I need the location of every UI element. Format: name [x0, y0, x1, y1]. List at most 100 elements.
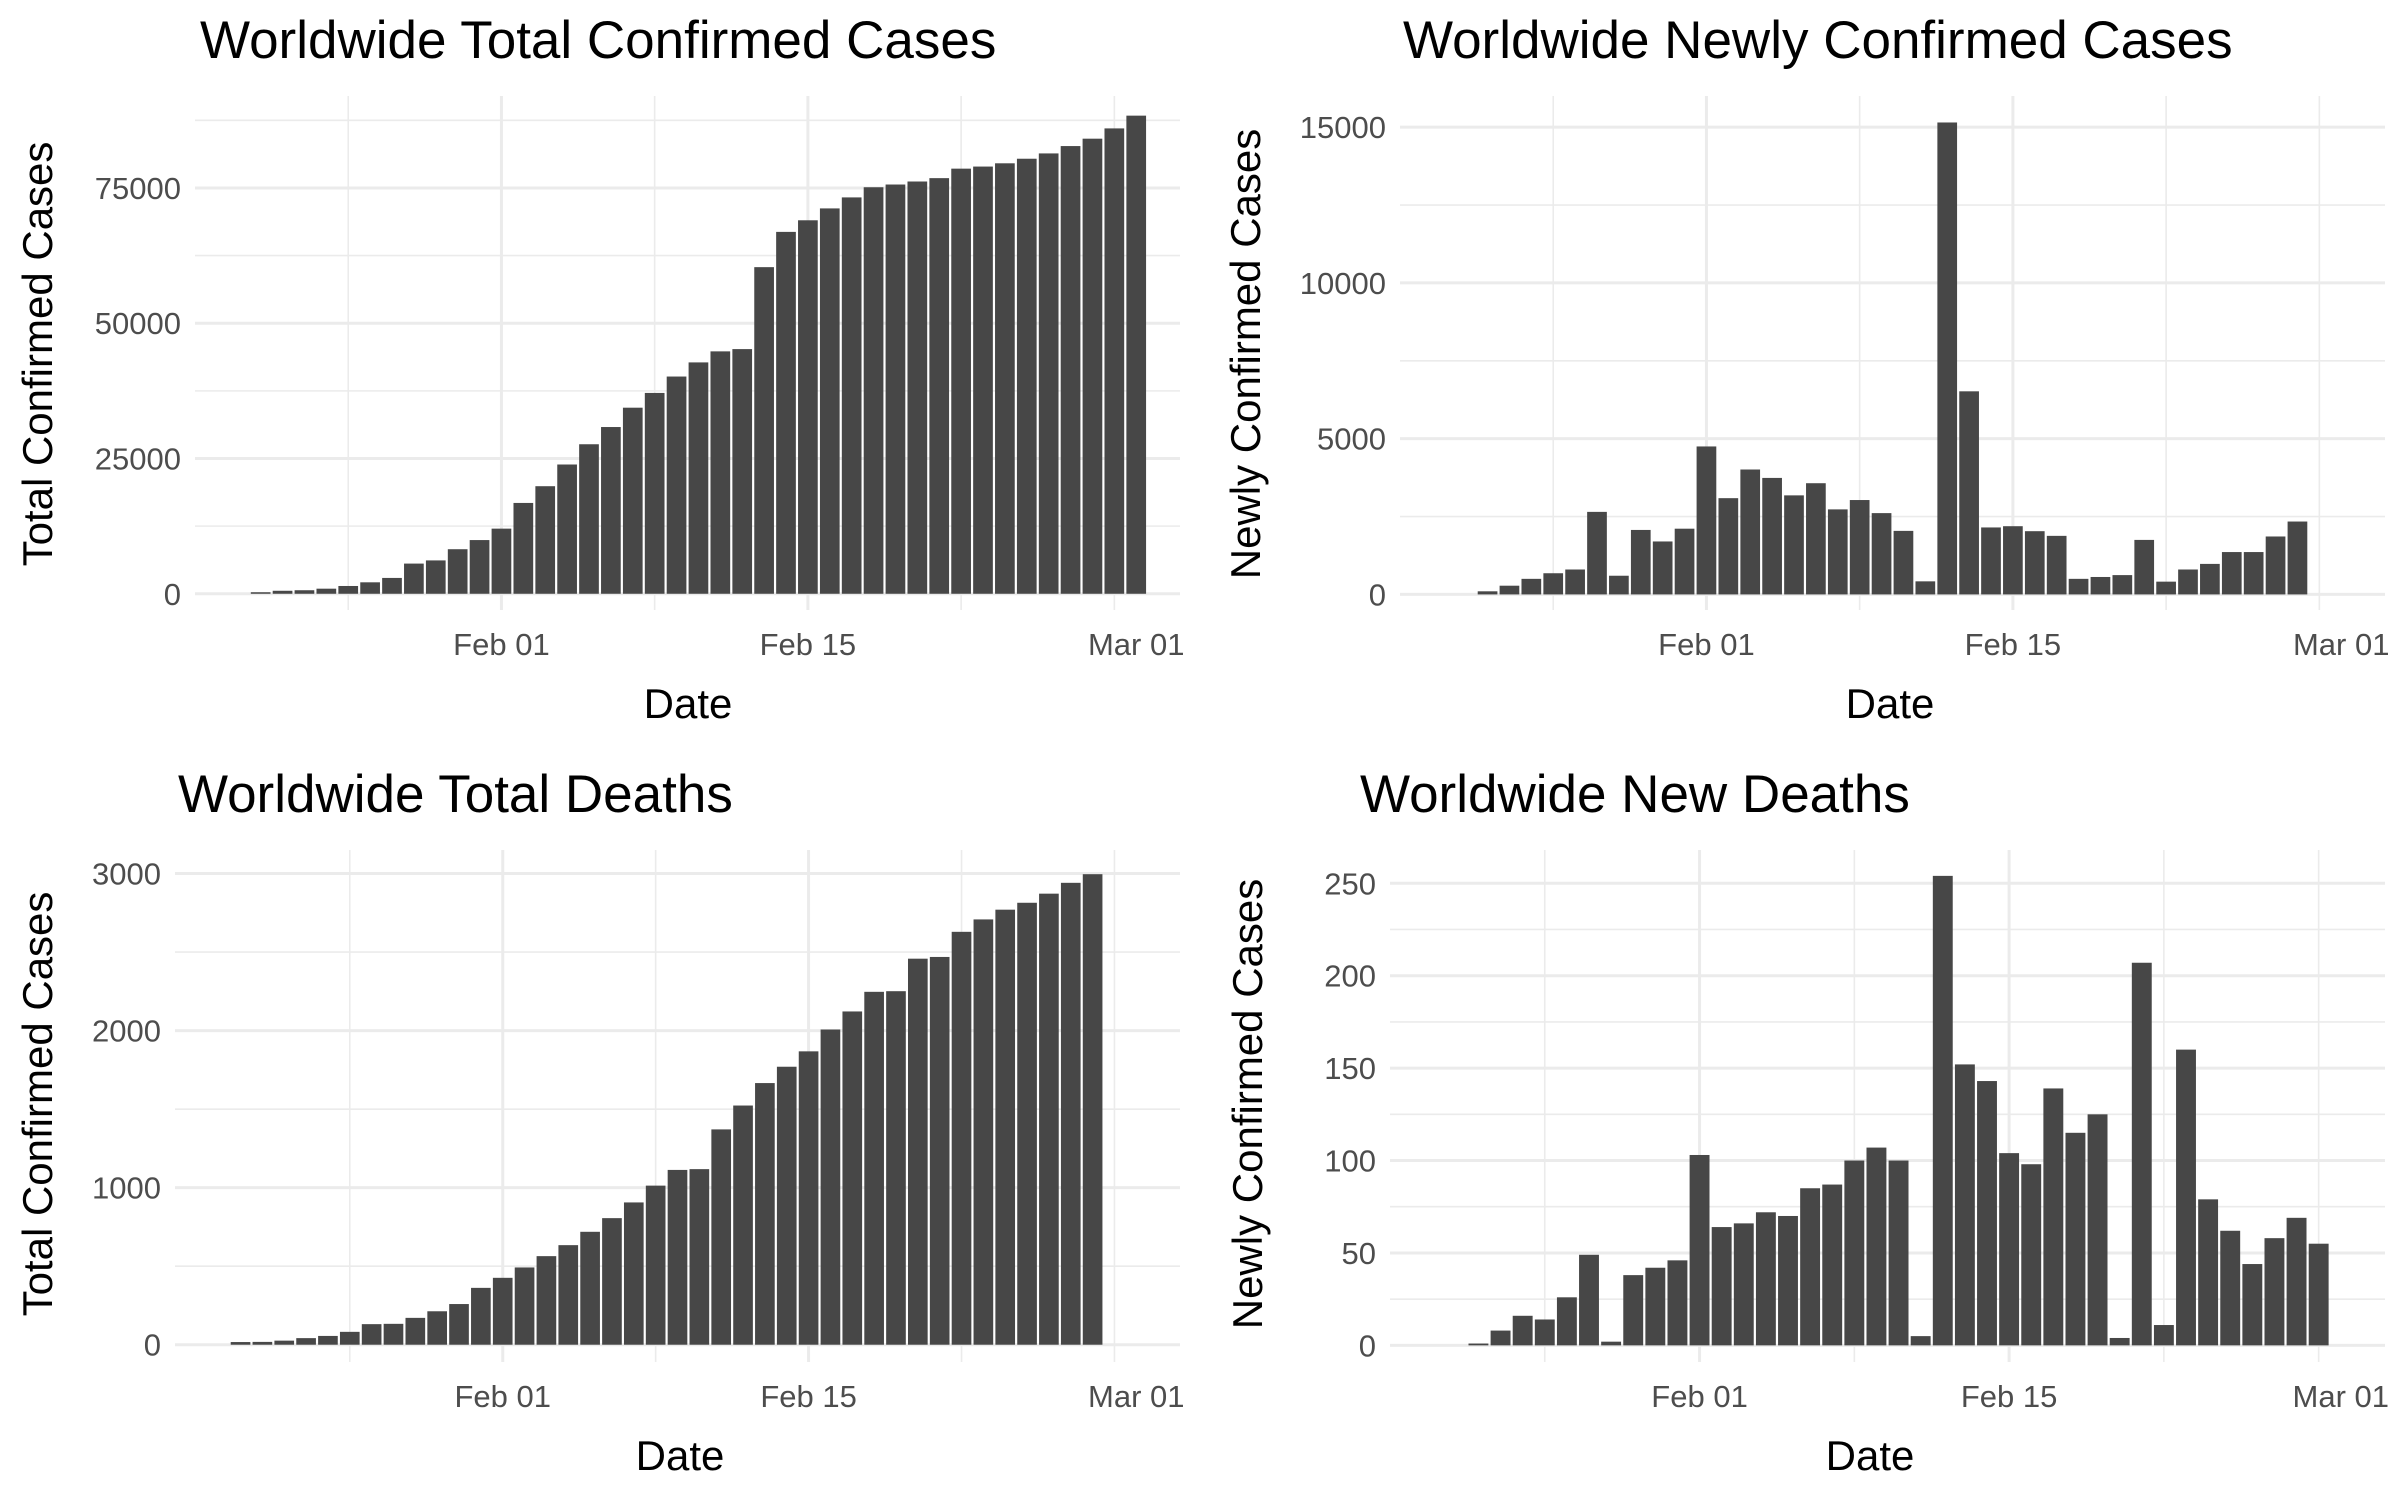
gridlines	[1390, 850, 2385, 1362]
bar	[1910, 1336, 1931, 1346]
bar	[1696, 446, 1717, 595]
x-axis-title: Date	[1846, 680, 1935, 727]
bar	[513, 502, 534, 594]
y-axis-title: Newly Confirmed Cases	[1222, 129, 1269, 579]
y-tick-label: 0	[144, 1328, 161, 1363]
bar	[1844, 1160, 1865, 1346]
y-tick-labels: 0 1000 2000 3000	[92, 857, 161, 1363]
y-tick-label: 75000	[95, 171, 181, 206]
bar	[1534, 1319, 1555, 1346]
chart-title: Worldwide Newly Confirmed Cases	[1403, 11, 2233, 70]
y-tick-labels: 0 25000 50000 75000	[95, 171, 181, 612]
bar	[1060, 882, 1081, 1345]
bar	[973, 166, 993, 594]
bar	[2153, 1325, 2174, 1346]
chart-title: Worldwide New Deaths	[1360, 765, 1910, 824]
bar-series	[250, 115, 1147, 594]
y-tick-label: 50000	[95, 306, 181, 341]
bar	[557, 464, 577, 594]
x-axis-title: Date	[636, 1432, 725, 1479]
y-tick-label: 50	[1342, 1236, 1376, 1271]
y-tick-label: 100	[1324, 1144, 1376, 1179]
bar	[1954, 1064, 1975, 1346]
bar	[252, 1341, 273, 1345]
bar	[425, 560, 446, 594]
bar	[667, 1169, 688, 1345]
bar	[755, 1083, 775, 1345]
x-tick-label: Mar 01	[1088, 1379, 1184, 1414]
bar	[404, 563, 424, 594]
y-tick-labels: 0 50 100 150 200 250	[1324, 866, 1376, 1363]
bar	[1806, 483, 1826, 595]
panel-total-deaths: Worldwide Total Deaths 0 1000 2000 3000 Feb…	[14, 765, 1185, 1479]
bar	[754, 267, 774, 594]
x-tick-labels: Feb 01 Feb 15 Mar 01	[453, 627, 1184, 662]
bar	[1871, 513, 1892, 595]
bar	[1623, 1275, 1644, 1346]
bar	[2308, 1243, 2329, 1346]
bar	[1822, 1184, 1843, 1346]
bar	[666, 376, 687, 594]
bar	[339, 1331, 360, 1345]
y-tick-label: 2000	[92, 1014, 161, 1049]
bar	[250, 592, 271, 594]
bar	[274, 1340, 295, 1345]
x-tick-label: Feb 15	[760, 1379, 857, 1414]
bar	[1800, 1188, 1821, 1346]
bar	[2065, 1132, 2086, 1346]
bar	[2198, 1199, 2219, 1346]
bar	[1667, 1260, 1688, 1346]
bar	[1082, 874, 1103, 1345]
bar	[492, 1277, 513, 1345]
x-tick-label: Feb 15	[1961, 1379, 2058, 1414]
bar	[294, 590, 315, 594]
bar	[1762, 477, 1782, 595]
bar	[1849, 500, 1870, 595]
y-tick-label: 3000	[92, 857, 161, 892]
y-tick-label: 15000	[1300, 110, 1386, 145]
y-tick-label: 0	[1359, 1328, 1376, 1363]
x-tick-label: Mar 01	[2293, 627, 2389, 662]
x-axis-title: Date	[644, 680, 733, 727]
bar	[2264, 1238, 2285, 1346]
bar	[1556, 1297, 1577, 1346]
bar	[361, 1324, 382, 1345]
bar	[1740, 469, 1761, 595]
bar	[1587, 511, 1607, 595]
bar	[1477, 591, 1498, 595]
bar	[863, 187, 884, 594]
y-axis-title: Newly Confirmed Cases	[1224, 879, 1271, 1329]
bar	[1866, 1147, 1887, 1346]
x-tick-label: Mar 01	[1088, 627, 1184, 662]
bar	[602, 1218, 622, 1345]
bar	[536, 1256, 557, 1345]
x-tick-label: Feb 01	[1651, 1379, 1748, 1414]
bar	[1060, 146, 1081, 594]
bar	[449, 1304, 469, 1345]
bar	[514, 1267, 535, 1345]
bar	[841, 197, 862, 594]
bar	[2287, 521, 2308, 595]
bar	[798, 1051, 819, 1345]
y-axis-title: Total Confirmed Cases	[14, 142, 61, 567]
bar	[2220, 1230, 2241, 1346]
bar	[1674, 528, 1695, 595]
bar	[2156, 581, 2176, 595]
bar	[886, 991, 906, 1345]
bar	[1512, 1315, 1533, 1346]
bar	[1977, 1081, 1997, 1346]
bar	[318, 1335, 338, 1345]
bar	[2286, 1217, 2307, 1346]
bar	[1689, 1154, 1710, 1346]
bar	[1915, 581, 1936, 595]
bar	[1609, 575, 1629, 595]
bar	[1784, 495, 1804, 595]
bar	[776, 231, 796, 594]
bar	[973, 919, 994, 1345]
bar	[1038, 153, 1059, 594]
bar	[382, 577, 402, 594]
bar	[2131, 962, 2152, 1346]
y-tick-label: 5000	[1317, 422, 1386, 457]
